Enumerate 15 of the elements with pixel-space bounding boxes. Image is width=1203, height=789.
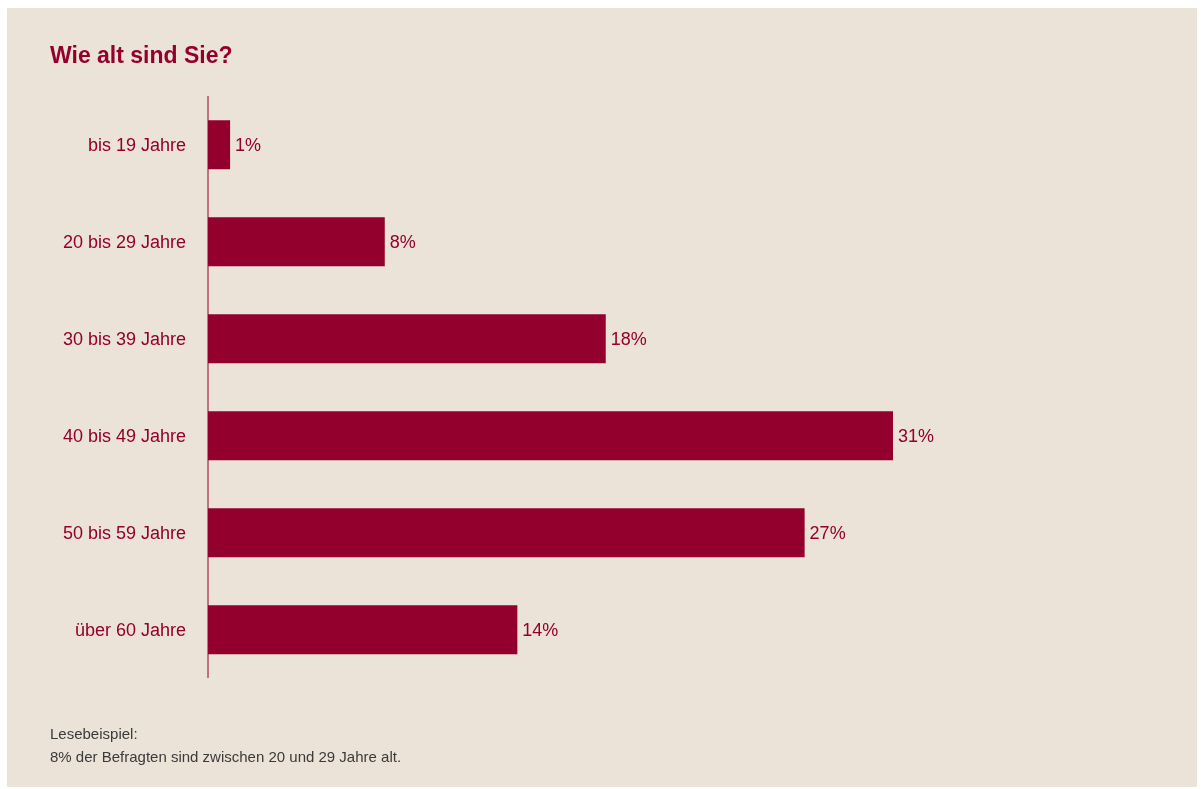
y-tick-label: 40 bis 49 Jahre bbox=[62, 425, 186, 446]
data-label: 14% bbox=[522, 620, 559, 641]
chart-title: Wie alt sind Sie? bbox=[50, 42, 233, 69]
data-label: 1% bbox=[235, 135, 262, 156]
y-tick-label: 20 bis 29 Jahre bbox=[62, 231, 186, 252]
y-tick-label: 30 bis 39 Jahre bbox=[62, 328, 186, 349]
y-tick-label: 50 bis 59 Jahre bbox=[62, 522, 186, 543]
y-tick-label: über 60 Jahre bbox=[74, 619, 186, 640]
text: 8% der Befragten sind zwischen 20 und 29 Jahre alt. bbox=[50, 747, 402, 767]
data-label: 8% bbox=[389, 232, 416, 253]
data-label: 31% bbox=[898, 426, 935, 447]
data-label: 18% bbox=[610, 329, 647, 350]
text: Lesebeispiel: bbox=[50, 724, 139, 744]
data-label: 27% bbox=[809, 523, 846, 544]
y-tick-label: bis 19 Jahre bbox=[87, 134, 186, 155]
